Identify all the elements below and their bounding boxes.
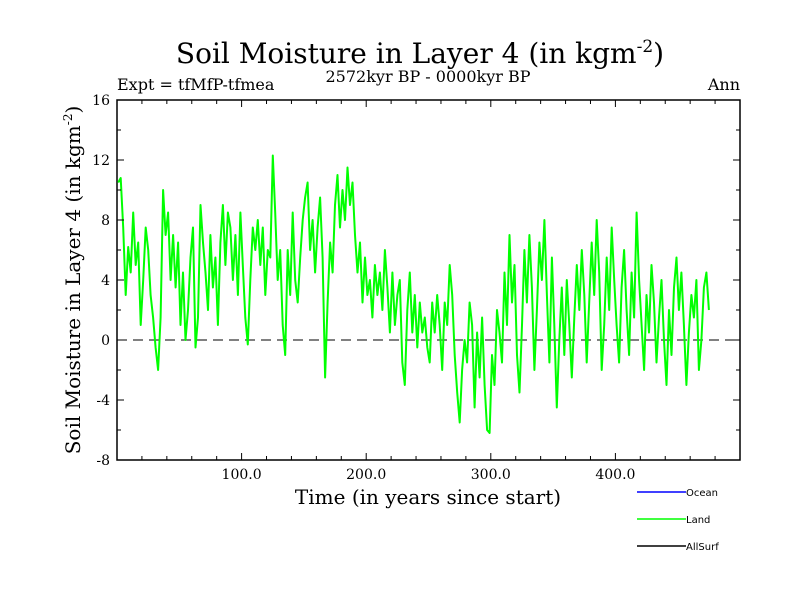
chart-subtitle: 2572kyr BP - 0000kyr BP xyxy=(326,67,531,86)
experiment-label: Expt = tfMfP-tfmea xyxy=(117,75,275,94)
x-axis-label: Time (in years since start) xyxy=(295,485,561,509)
series-line-land xyxy=(117,154,710,434)
legend-label-ocean: Ocean xyxy=(686,488,718,499)
y-tick-label: 4 xyxy=(101,273,110,289)
y-tick-label: 0 xyxy=(101,333,110,349)
y-tick-label: 8 xyxy=(101,213,110,229)
legend-label-allsurf: AllSurf xyxy=(686,542,719,553)
legend-label-land: Land xyxy=(686,515,710,526)
y-tick-label: 12 xyxy=(92,153,110,169)
x-tick-label: 200.0 xyxy=(346,467,386,483)
x-tick-label: 400.0 xyxy=(595,467,635,483)
chart-title: Soil Moisture in Layer 4 (in kgm-2) xyxy=(176,37,664,70)
y-tick-label: -8 xyxy=(96,453,110,469)
legend: Ocean Land AllSurf xyxy=(637,488,719,553)
y-axis-label: Soil Moisture in Layer 4 (in kgm-2) xyxy=(61,106,85,455)
season-label: Ann xyxy=(707,75,740,94)
y-tick-label: -4 xyxy=(96,393,110,409)
x-tick-label: 100.0 xyxy=(222,467,262,483)
x-tick-label: 300.0 xyxy=(471,467,511,483)
y-tick-label: 16 xyxy=(92,93,110,109)
